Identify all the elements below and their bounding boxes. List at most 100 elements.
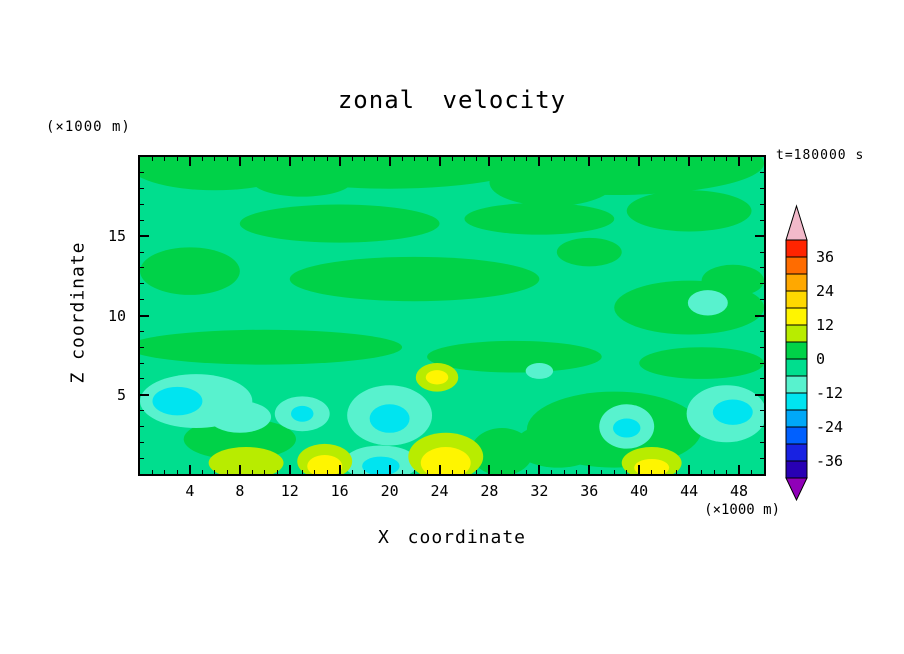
axis-tick — [601, 157, 603, 161]
y-axis-unit-label: (×1000 m) — [46, 119, 131, 135]
axis-tick — [140, 410, 144, 412]
contour-region-yellow_green — [208, 447, 284, 474]
axis-tick — [140, 393, 149, 396]
colorbar: 36 24 12 0 -12 -24 -36 — [785, 204, 843, 502]
x-tick-label: 20 — [380, 482, 399, 500]
axis-tick — [588, 157, 591, 166]
contour-region-green — [470, 428, 534, 474]
axis-tick — [588, 465, 591, 474]
axis-tick — [351, 157, 353, 161]
axis-tick — [140, 457, 144, 459]
axis-tick — [364, 157, 366, 161]
axis-tick — [538, 157, 541, 166]
axis-tick — [755, 393, 764, 396]
axis-tick — [338, 157, 341, 166]
axis-tick — [760, 267, 764, 269]
axis-tick — [140, 283, 144, 285]
contour-region-aqua — [208, 401, 272, 433]
axis-tick — [214, 157, 216, 161]
x-axis-unit-label: (×1000 m) — [704, 502, 780, 518]
axis-tick — [501, 157, 503, 161]
axis-tick — [426, 470, 428, 474]
contour-region-yellow — [425, 370, 449, 385]
contour-region-green — [514, 423, 602, 468]
axis-tick — [140, 362, 144, 364]
chart-title: zonal velocity — [337, 86, 567, 114]
axis-tick — [201, 470, 203, 474]
axis-tick — [551, 157, 553, 161]
axis-tick — [401, 157, 403, 161]
contour-field — [140, 157, 764, 474]
axis-tick — [638, 465, 641, 474]
contour-region-green — [183, 418, 296, 460]
axis-tick — [238, 465, 241, 474]
contour-region-yellow — [634, 458, 670, 474]
contour-region-aqua — [525, 363, 554, 379]
time-annotation: t=180000 s — [776, 148, 865, 163]
axis-tick — [676, 157, 678, 161]
colorbar-segment — [785, 358, 808, 377]
contour-region-green — [701, 264, 764, 297]
axis-tick — [276, 157, 278, 161]
axis-tick — [140, 314, 149, 317]
axis-tick — [563, 470, 565, 474]
axis-tick — [476, 157, 478, 161]
x-tick-label: 40 — [630, 482, 649, 500]
contour-plot-area — [138, 155, 766, 476]
axis-tick — [151, 157, 153, 161]
y-tick-label: 10 — [107, 306, 126, 325]
axis-tick — [326, 470, 328, 474]
colorbar-segment — [785, 341, 808, 360]
axis-tick — [760, 219, 764, 221]
x-tick-label: 32 — [530, 482, 549, 500]
axis-tick — [576, 157, 578, 161]
axis-tick — [601, 470, 603, 474]
axis-tick — [463, 470, 465, 474]
colorbar-segment — [785, 460, 808, 479]
axis-tick — [140, 425, 144, 427]
axis-tick — [140, 330, 144, 332]
axis-tick — [176, 470, 178, 474]
axis-tick — [264, 157, 266, 161]
axis-tick — [140, 441, 144, 443]
contour-region-cyan — [291, 405, 314, 422]
axis-tick — [140, 172, 144, 174]
axis-tick — [140, 251, 144, 253]
y-tick-label: 15 — [107, 227, 126, 246]
axis-tick — [513, 470, 515, 474]
colorbar-segment — [785, 409, 808, 428]
axis-tick — [414, 157, 416, 161]
axis-tick — [738, 157, 741, 166]
axis-tick — [140, 346, 144, 348]
axis-tick — [140, 204, 144, 206]
axis-tick — [760, 425, 764, 427]
axis-tick — [760, 299, 764, 301]
axis-tick — [538, 465, 541, 474]
colorbar-segment — [785, 239, 808, 258]
colorbar-tick-label: 12 — [816, 316, 834, 334]
colorbar-tick-label: 24 — [816, 282, 834, 300]
colorbar-segment — [785, 392, 808, 411]
axis-tick — [201, 157, 203, 161]
axis-tick — [226, 470, 228, 474]
axis-tick — [513, 157, 515, 161]
axis-tick — [760, 378, 764, 380]
axis-tick — [760, 330, 764, 332]
axis-tick — [526, 470, 528, 474]
axis-tick — [388, 157, 391, 166]
axis-tick — [626, 157, 628, 161]
axis-tick — [288, 157, 291, 166]
colorbar-segment — [785, 443, 808, 462]
axis-tick — [326, 157, 328, 161]
contour-region-green — [140, 247, 240, 295]
axis-tick — [451, 470, 453, 474]
axis-tick — [238, 157, 241, 166]
colorbar-tick-label: 36 — [816, 248, 834, 266]
axis-tick — [476, 470, 478, 474]
colorbar-under-arrow — [785, 477, 808, 502]
axis-tick — [388, 465, 391, 474]
y-tick-label: 5 — [116, 385, 126, 404]
axis-tick — [164, 157, 166, 161]
axis-tick — [401, 470, 403, 474]
axis-tick — [760, 283, 764, 285]
